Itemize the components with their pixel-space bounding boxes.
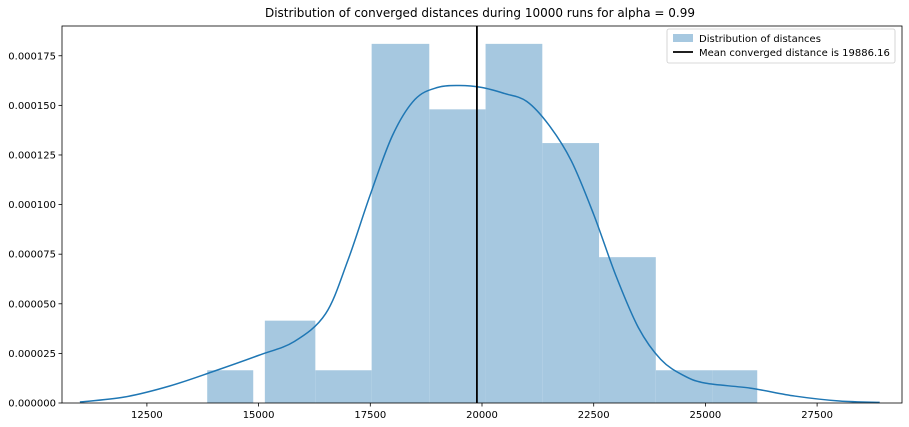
x-tick-label: 20000 (466, 410, 498, 421)
kde-curve (79, 84, 880, 404)
histogram-bar-7 (599, 257, 656, 403)
x-tick-label: 22500 (578, 410, 610, 421)
x-tick-label: 25000 (689, 410, 721, 421)
y-tick-label: 0.000125 (8, 150, 56, 161)
chart-title: Distribution of converged distances duri… (265, 6, 695, 20)
x-tick-label: 12500 (131, 410, 163, 421)
y-tick-label: 0.000025 (8, 349, 56, 360)
histogram-bars (207, 43, 758, 404)
histogram-bar-5 (485, 43, 543, 404)
y-tick-label: 0.000100 (8, 200, 56, 211)
x-axis-ticks: 12500 15000 17500 20000 22500 25000 27500 (131, 403, 833, 421)
x-tick-label: 27500 (801, 410, 833, 421)
y-tick-label: 0.000075 (8, 250, 56, 261)
y-tick-label: 0.000000 (8, 399, 56, 410)
legend-swatch-histogram (673, 34, 693, 42)
y-tick-label: 0.000150 (8, 101, 56, 112)
histogram-bar-3 (371, 43, 430, 404)
y-tick-label: 0.000050 (8, 299, 56, 310)
legend-box (666, 28, 896, 64)
histogram-bar-2 (315, 370, 372, 403)
legend: Distribution of distances Mean converged … (666, 28, 896, 64)
histogram-bar-0 (207, 370, 254, 403)
y-tick-label: 0.000175 (8, 51, 56, 62)
histogram-bar-6 (542, 143, 600, 403)
y-axis-ticks: 0.000000 0.000025 0.000050 0.000075 0.000100… (8, 51, 62, 410)
kde-curve-layer (79, 84, 880, 404)
x-tick-label: 15000 (243, 410, 275, 421)
histogram-bar-1 (264, 320, 316, 403)
legend-label-histogram: Distribution of distances (699, 34, 821, 45)
legend-label-mean-line: Mean converged distance is 19886.16 (699, 48, 890, 59)
x-tick-label: 17500 (354, 410, 386, 421)
